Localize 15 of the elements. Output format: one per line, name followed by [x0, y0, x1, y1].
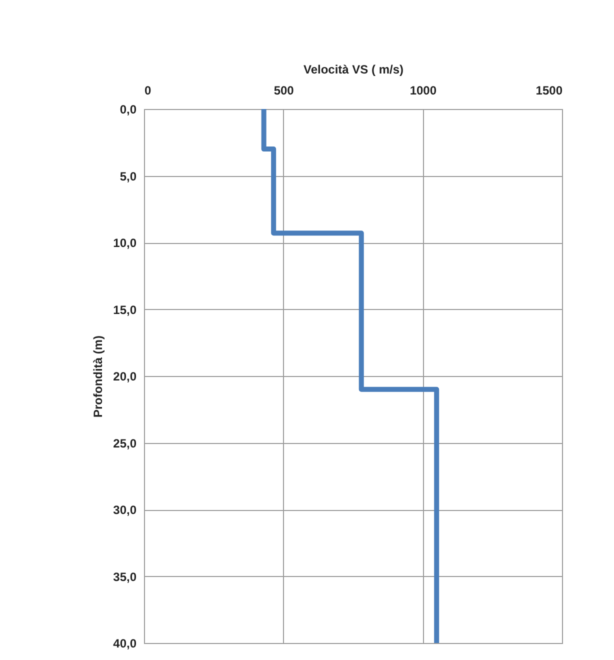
y-tick-label: 10,0 [113, 236, 137, 250]
x-tick-label: 1000 [410, 84, 437, 98]
y-tick-label: 5,0 [120, 169, 137, 184]
y-axis-title: Profondità (m) [91, 336, 106, 418]
x-axis-title: Velocità VS ( m/s) [303, 62, 404, 76]
x-tick-label: 500 [274, 84, 294, 98]
y-tick-label: 40,0 [113, 636, 137, 650]
y-tick-label: 35,0 [113, 570, 137, 584]
y-tick-label: 25,0 [113, 436, 137, 450]
y-tick-label: 0,0 [120, 102, 137, 116]
x-tick-label: 0 [144, 84, 152, 98]
x-tick-label: 1500 [536, 84, 563, 98]
y-tick-label: 30,0 [113, 503, 137, 517]
y-tick-label: 20,0 [113, 370, 137, 384]
y-tick-label: 15,0 [113, 302, 137, 317]
